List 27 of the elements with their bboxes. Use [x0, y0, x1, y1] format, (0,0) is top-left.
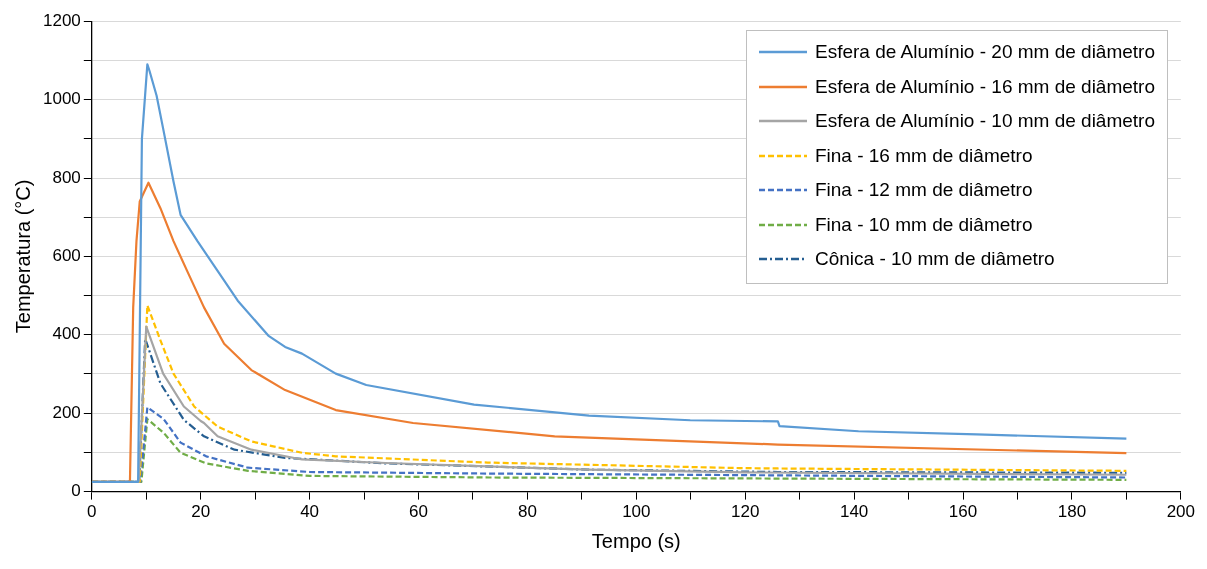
- y-tick-label: 1200: [42, 10, 81, 30]
- y-tick-label: 0: [71, 481, 81, 501]
- y-tick-label: 1000: [42, 89, 81, 109]
- x-tick-label: 80: [517, 502, 537, 522]
- x-tick-label: 0: [87, 502, 97, 522]
- legend-label: Fina - 12 mm de diâmetro: [814, 179, 1033, 202]
- x-tick-label: 100: [622, 502, 651, 522]
- x-tick-label: 180: [1057, 502, 1087, 522]
- y-tick-label: 200: [52, 402, 81, 422]
- x-tick-label: 140: [839, 502, 869, 522]
- x-axis-title: Tempo (s): [591, 529, 681, 552]
- x-tick-label: 40: [300, 502, 320, 522]
- legend-label: Fina - 10 mm de diâmetro: [814, 213, 1033, 236]
- y-tick-label: 800: [52, 167, 81, 187]
- legend-label: Esfera de Alumínio - 16 mm de diâmetro: [814, 75, 1155, 98]
- legend-label: Fina - 16 mm de diâmetro: [814, 144, 1033, 167]
- y-axis-title: Temperatura (°C): [11, 179, 34, 334]
- x-tick-label: 160: [948, 502, 978, 522]
- legend-label: Cônica - 10 mm de diâmetro: [814, 248, 1055, 271]
- legend-label: Esfera de Alumínio - 20 mm de diâmetro: [814, 41, 1155, 64]
- x-tick-label: 60: [409, 502, 428, 522]
- y-tick-label: 600: [52, 246, 81, 266]
- x-tick-label: 20: [191, 502, 211, 522]
- x-tick-label: 120: [731, 502, 760, 522]
- x-tick-label: 200: [1166, 502, 1196, 522]
- y-tick-label: 400: [52, 324, 81, 344]
- legend-label: Esfera de Alumínio - 10 mm de diâmetro: [814, 110, 1155, 133]
